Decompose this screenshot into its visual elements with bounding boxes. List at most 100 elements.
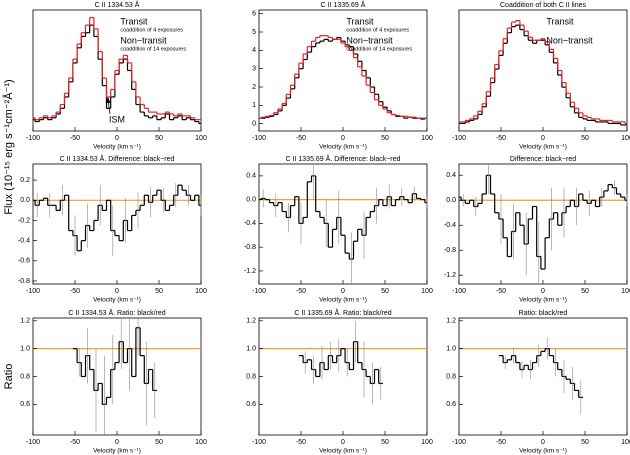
plot-frame <box>258 317 428 436</box>
x-tick-label: -50 <box>70 135 80 142</box>
x-tick-label: 50 <box>381 439 389 446</box>
y-tick-label: 1.0 <box>446 345 456 352</box>
y-tick-label: 1.0 <box>246 345 256 352</box>
x-tick-label: -50 <box>296 288 306 295</box>
y-tick-label: 0.0 <box>246 196 256 203</box>
x-tick-label: -50 <box>296 439 306 446</box>
y-tick-label: 1.2 <box>446 318 456 325</box>
y-tick-label: 0.2 <box>20 177 30 184</box>
legend-label: Non−transit <box>346 35 393 45</box>
x-tick-label: -50 <box>296 135 306 142</box>
x-tick-label: -50 <box>496 288 506 295</box>
x-tick-label: 0 <box>341 135 345 142</box>
x-axis-label: Velocity (km s⁻¹) <box>319 448 367 455</box>
y-tick-label: -0.4 <box>444 222 456 229</box>
x-tick-label: 0 <box>115 288 119 295</box>
x-tick-label: -100 <box>452 135 466 142</box>
x-tick-label: -100 <box>452 439 466 446</box>
legend-label: Non−transit <box>120 35 167 45</box>
x-tick-label: -50 <box>70 288 80 295</box>
x-tick-label: -100 <box>252 288 266 295</box>
legend-label: Non−transit <box>546 35 593 45</box>
x-axis-label: Velocity (km s⁻¹) <box>93 144 141 151</box>
x-tick-label: 100 <box>421 439 433 446</box>
legend-note: coaddition of 4 exposures <box>120 27 183 33</box>
panel-title: C II 1334.53 Å <box>95 0 140 9</box>
x-tick-label: 0 <box>115 135 119 142</box>
y-tick-label: -0.4 <box>244 220 256 227</box>
x-tick-label: 100 <box>621 288 630 295</box>
x-tick-label: -50 <box>496 439 506 446</box>
y-tick-label: 4 <box>252 47 256 54</box>
y-tick-label: -0.4 <box>18 237 30 244</box>
y-tick-label: 1.2 <box>20 318 30 325</box>
plot-frame <box>32 317 202 436</box>
legend-label: Transit <box>346 16 374 26</box>
y-tick-label: -1.2 <box>244 268 256 275</box>
y-tick-label: 0.4 <box>246 173 256 180</box>
y-tick-label: 1 <box>252 102 256 109</box>
x-tick-label: 50 <box>581 135 589 142</box>
legend-note: coaddition of 14 exposures <box>346 46 412 52</box>
x-tick-label: 0 <box>341 439 345 446</box>
x-tick-label: -100 <box>26 439 40 446</box>
x-tick-label: 50 <box>381 135 389 142</box>
y-tick-label: 1.2 <box>246 318 256 325</box>
y-tick-label: -0.2 <box>18 217 30 224</box>
x-tick-label: 50 <box>155 288 163 295</box>
y-tick-label: -0.8 <box>444 247 456 254</box>
y-tick-label: -0.8 <box>244 244 256 251</box>
y-tick-label: 0.0 <box>446 197 456 204</box>
x-tick-label: 50 <box>155 135 163 142</box>
x-axis-label: Velocity (km s⁻¹) <box>519 144 567 151</box>
y-tick-label: -0.8 <box>18 278 30 285</box>
y-tick-label: 0 <box>252 121 256 128</box>
y-axis-label: Flux (10⁻¹⁵ erg s⁻¹cm⁻²Å⁻¹) <box>2 79 15 214</box>
y-tick-label: 0.8 <box>446 373 456 380</box>
x-axis-label: Velocity (km s⁻¹) <box>319 144 367 151</box>
legend-note: coaddition of 14 exposures <box>120 46 186 52</box>
y-tick-label: 2 <box>252 84 256 91</box>
x-tick-label: 100 <box>195 135 207 142</box>
panel-title: C II 1335.69 Å. Difference: black−red <box>286 154 401 163</box>
x-axis-label: Velocity (km s⁻¹) <box>519 297 567 304</box>
panel-title: C II 1335.69 Å. Ratio: black/red <box>294 308 391 317</box>
x-tick-label: -100 <box>26 135 40 142</box>
x-tick-label: -100 <box>452 288 466 295</box>
x-tick-label: -100 <box>252 439 266 446</box>
y-tick-label: 0.6 <box>20 401 30 408</box>
y-tick-label: 6 <box>252 11 256 18</box>
x-tick-label: 0 <box>541 288 545 295</box>
y-axis-label: Ratio <box>3 364 15 390</box>
x-axis-label: Velocity (km s⁻¹) <box>93 448 141 455</box>
y-tick-label: 0.6 <box>446 401 456 408</box>
x-tick-label: 0 <box>341 288 345 295</box>
x-tick-label: 100 <box>195 439 207 446</box>
plot-frame <box>32 163 202 285</box>
x-axis-label: Velocity (km s⁻¹) <box>519 448 567 455</box>
x-tick-label: 0 <box>541 135 545 142</box>
y-tick-label: 0.4 <box>446 172 456 179</box>
plot-frame <box>458 163 628 285</box>
x-axis-label: Velocity (km s⁻¹) <box>93 297 141 304</box>
y-tick-label: 0.8 <box>20 373 30 380</box>
x-tick-label: -100 <box>26 288 40 295</box>
panel-title: Coaddition of both C II lines <box>500 2 586 9</box>
x-tick-label: -50 <box>496 135 506 142</box>
legend-label: Transit <box>120 16 148 26</box>
x-tick-label: -100 <box>252 135 266 142</box>
x-tick-label: 100 <box>421 135 433 142</box>
x-tick-label: 100 <box>621 135 630 142</box>
y-tick-label: 1.0 <box>20 345 30 352</box>
x-tick-label: -50 <box>70 439 80 446</box>
legend-note: coaddition of 4 exposures <box>346 27 409 33</box>
legend-label: Transit <box>546 16 574 26</box>
plot-frame <box>258 163 428 285</box>
x-tick-label: 100 <box>421 288 433 295</box>
x-tick-label: 50 <box>155 439 163 446</box>
y-tick-label: 5 <box>252 29 256 36</box>
y-tick-label: -0.6 <box>18 258 30 265</box>
x-tick-label: 50 <box>581 288 589 295</box>
y-tick-label: 0.0 <box>20 197 30 204</box>
